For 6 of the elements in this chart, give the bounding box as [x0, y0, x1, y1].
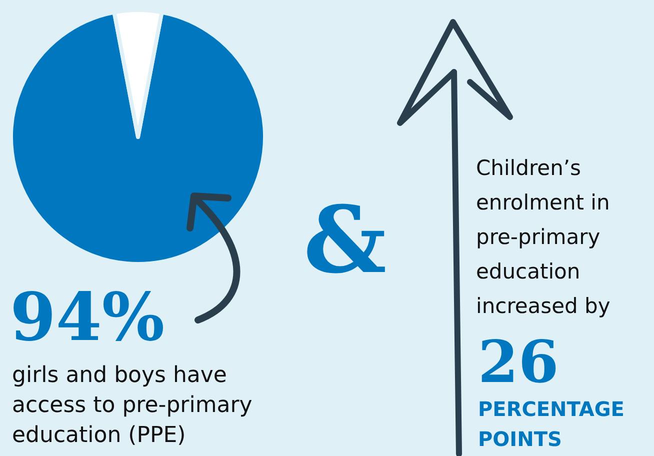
text: PERCENTAGE POINTS [478, 397, 624, 451]
text: girls and boys have access to pre-primary education (PPE) [12, 363, 252, 448]
text: Children’s enrolment in pre-primary education increased by [476, 156, 610, 318]
text: & [303, 186, 387, 294]
text: 26 [478, 328, 559, 396]
text: 94% [10, 278, 165, 356]
